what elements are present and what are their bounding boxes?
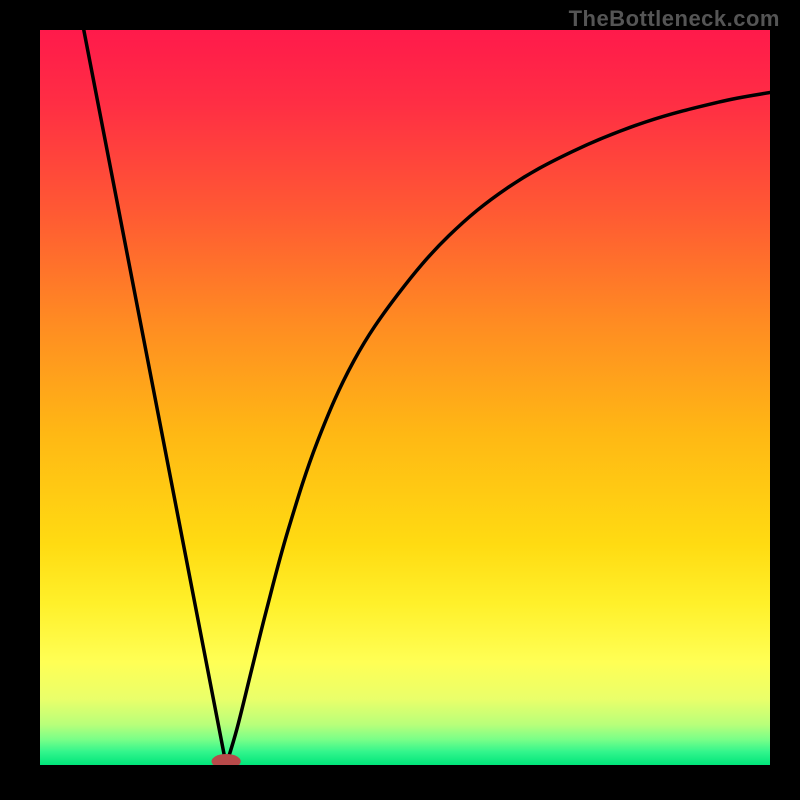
plot-area — [40, 30, 770, 765]
watermark-text: TheBottleneck.com — [569, 6, 780, 32]
gradient-background — [40, 30, 770, 765]
chart-container: TheBottleneck.com — [0, 0, 800, 800]
